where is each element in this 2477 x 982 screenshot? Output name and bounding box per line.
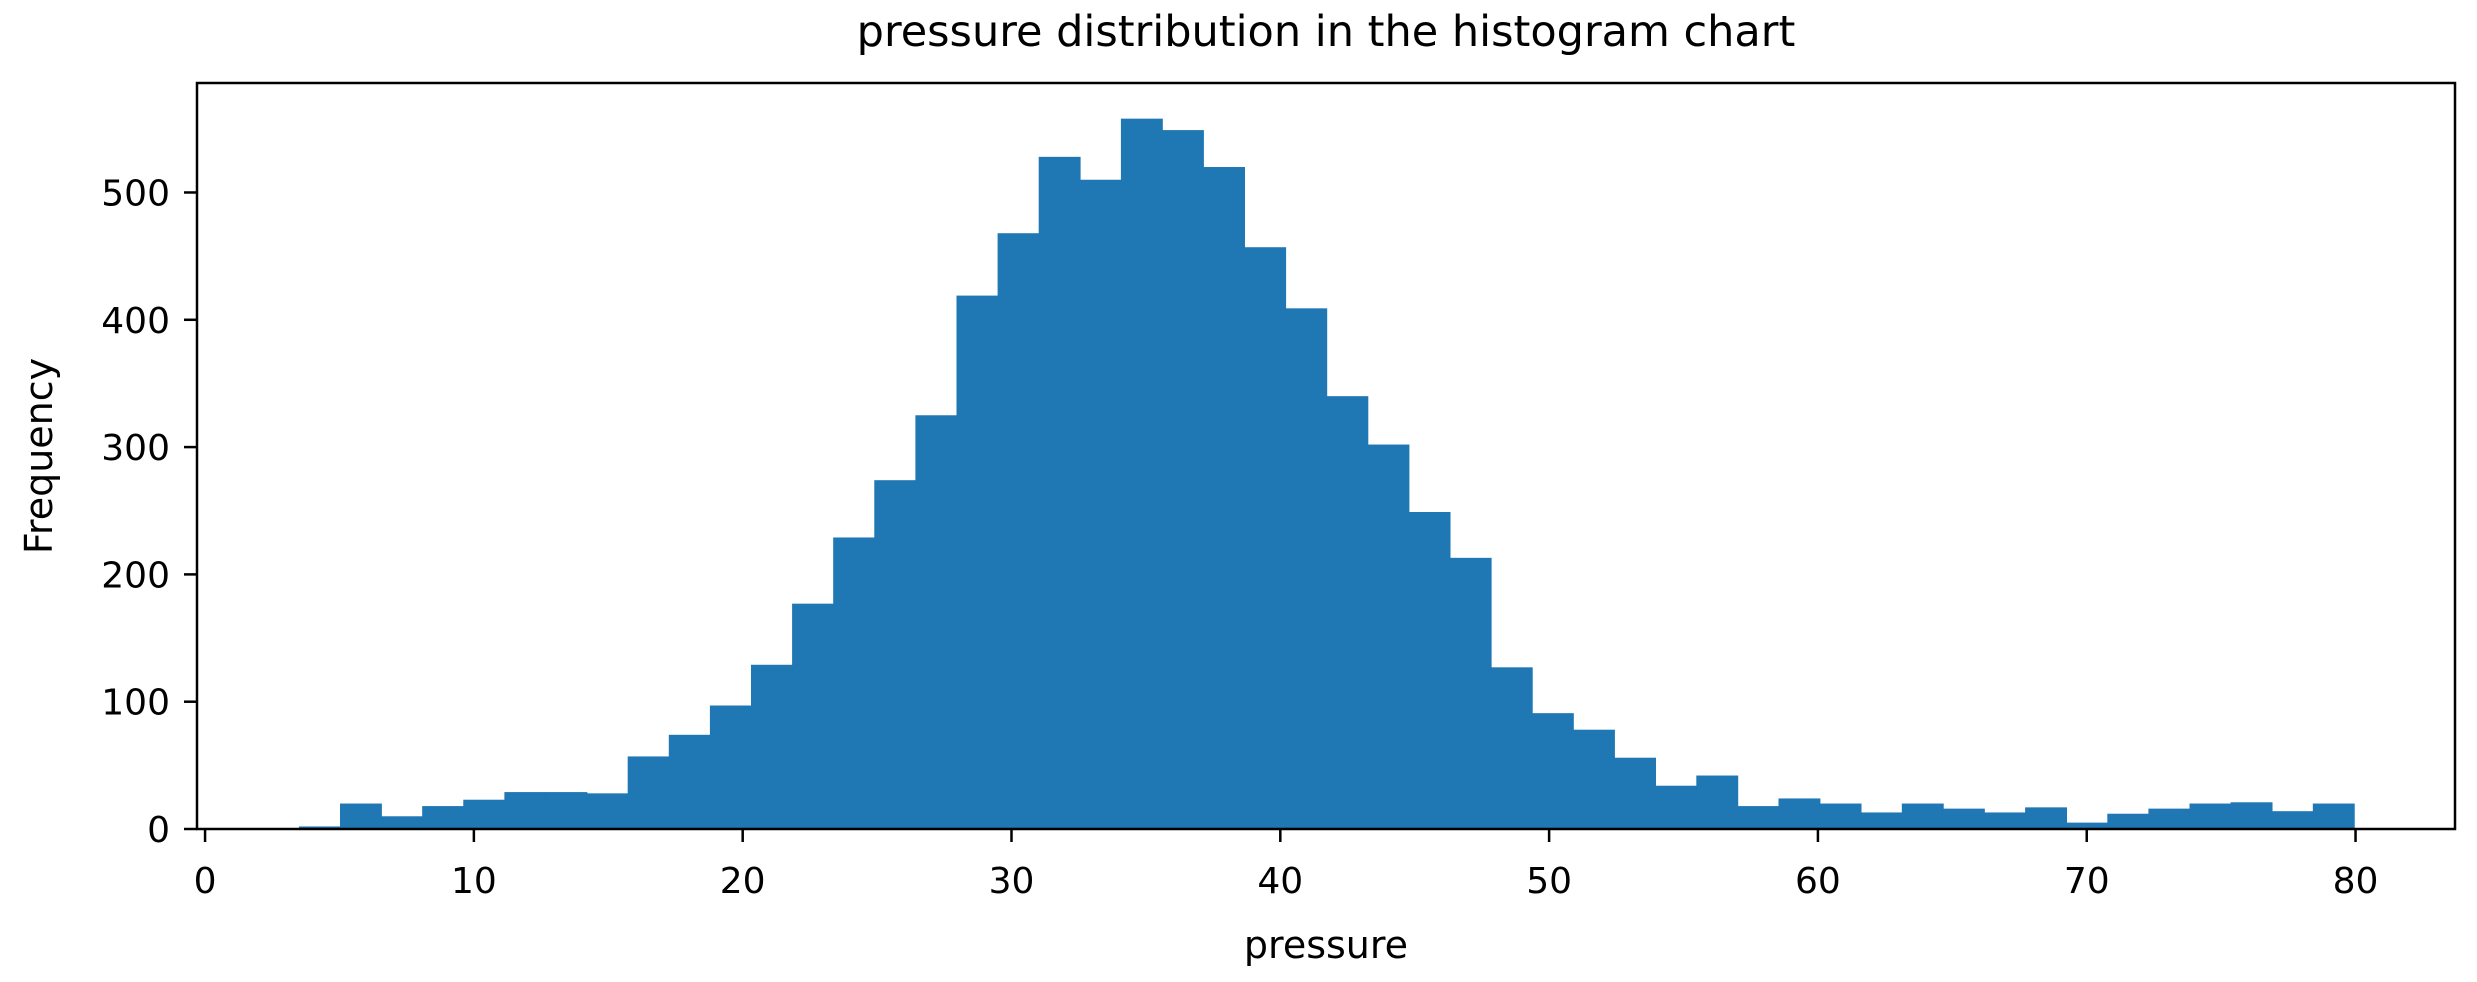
histogram-bar: [2025, 807, 2068, 829]
histogram-bar: [956, 295, 999, 830]
histogram-bar: [792, 603, 834, 829]
histogram-bar: [874, 480, 917, 829]
histogram-bar: [915, 415, 958, 829]
histogram-bar: [709, 705, 752, 829]
x-tick-label: 40: [1257, 861, 1303, 902]
histogram-bar: [381, 816, 423, 829]
histogram-bar: [1285, 308, 1328, 830]
histogram-bar: [1244, 247, 1287, 830]
x-tick-label: 70: [2064, 861, 2110, 902]
histogram-bar: [1942, 808, 1985, 829]
x-tick-label: 50: [1526, 861, 1572, 902]
histogram-bar: [1203, 167, 1245, 829]
x-tick-label: 60: [1795, 861, 1841, 902]
y-tick-label: 0: [147, 810, 170, 851]
histogram-bar: [545, 792, 588, 829]
y-tick-label: 200: [101, 555, 170, 596]
histogram-bar: [1984, 812, 2026, 829]
histogram-bar: [1449, 557, 1492, 829]
plot-frame: [195, 81, 2457, 831]
histogram-bar: [1696, 775, 1739, 829]
histogram-bar: [2189, 803, 2232, 829]
histogram-bar: [668, 734, 711, 829]
histogram-bar: [1614, 757, 1657, 829]
histogram-bar: [1367, 444, 1410, 829]
histogram-bar: [463, 799, 506, 829]
histogram-bar: [1573, 729, 1615, 829]
histogram-bar: [2148, 808, 2191, 829]
y-axis-label: Frequency: [17, 358, 61, 554]
histogram-bar: [1819, 803, 1862, 829]
histogram-bar: [2271, 811, 2314, 829]
histogram-bar: [2312, 803, 2355, 829]
histogram-bar: [750, 664, 793, 829]
x-tick-label: 10: [451, 861, 497, 902]
histogram-bar: [2066, 822, 2109, 829]
histogram-bar: [1408, 512, 1451, 829]
histogram-bar: [1326, 396, 1369, 829]
x-tick-label: 80: [2333, 861, 2379, 902]
y-tick-label: 500: [101, 173, 170, 214]
histogram-bar: [1901, 803, 1944, 829]
y-tick-label: 100: [101, 683, 170, 724]
histogram-bar: [1778, 798, 1821, 829]
histogram-bar: [2230, 802, 2273, 829]
histogram-bar: [627, 756, 670, 829]
histogram-bar: [422, 806, 465, 829]
x-tick-label: 30: [989, 861, 1035, 902]
histogram-bar: [1860, 812, 1903, 829]
histogram-bar: [1737, 806, 1780, 829]
y-tick-label: 300: [101, 428, 170, 469]
histogram-bar: [997, 233, 1040, 830]
histogram-bar: [833, 537, 876, 829]
histogram-bar: [586, 793, 629, 829]
histogram-bar: [298, 826, 341, 829]
histogram-bar: [1531, 713, 1574, 829]
histogram-bar: [1120, 118, 1163, 829]
chart-title: pressure distribution in the histogram c…: [857, 7, 1796, 57]
histogram-bar: [1162, 130, 1204, 830]
histogram-bar: [339, 803, 382, 829]
histogram-bar: [1655, 785, 1698, 829]
histogram-bar: [1079, 179, 1122, 829]
histogram-bar: [504, 792, 547, 829]
y-tick-label: 400: [101, 301, 170, 342]
x-tick-label: 0: [194, 861, 217, 902]
bars-layer: [298, 118, 2355, 830]
axes-layer: 0 10 20 30 40 50 60 70 80 0 100 200 300 400 500: [101, 81, 2457, 902]
x-axis-label: pressure: [1244, 923, 1408, 967]
histogram-bar: [1038, 156, 1081, 830]
histogram-bar: [1490, 667, 1533, 829]
histogram-bar: [2107, 813, 2150, 829]
x-tick-label: 20: [720, 861, 766, 902]
